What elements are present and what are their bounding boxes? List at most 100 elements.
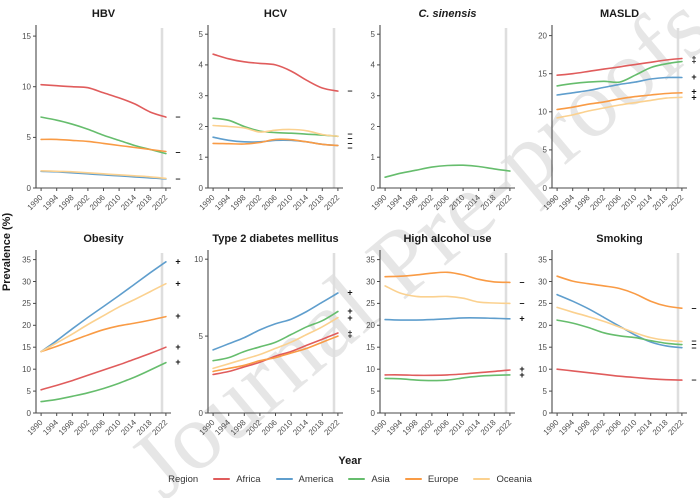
panel-title: Smoking [596,233,643,245]
legend-entry-label: Asia [371,473,390,485]
end-marker: – [175,147,180,157]
svg-text:1990: 1990 [198,418,217,437]
series-Oceania [40,282,167,353]
series-Europe [40,138,167,153]
svg-text:5: 5 [543,387,548,396]
x-axis-label: Year [338,455,362,467]
svg-text:2010: 2010 [620,193,639,212]
series-Oceania [556,306,683,343]
series-America [40,170,167,180]
end-marker: – [175,173,180,183]
svg-text:1990: 1990 [26,418,45,437]
svg-text:2022: 2022 [150,418,169,437]
svg-text:2014: 2014 [291,418,310,437]
svg-text:25: 25 [366,299,375,308]
oceania-line-swatch [473,477,491,481]
top-row: HBV 0 5 10 15 1990 1994 1998 2002 2006 2010 2014 20… [12,6,700,229]
panel-title: Type 2 diabetes mellitus [212,233,339,245]
legend-entry-africa: Africa [213,473,261,485]
svg-text:2018: 2018 [135,193,154,212]
series-Asia [384,374,511,382]
svg-text:2018: 2018 [651,193,670,212]
svg-text:0: 0 [199,409,204,418]
svg-text:2006: 2006 [88,193,107,212]
end-marker: ‡ [347,329,352,339]
end-marker: ‡ [691,55,696,65]
end-marker: – [347,86,352,96]
svg-text:1994: 1994 [557,418,576,437]
svg-text:10: 10 [194,255,203,264]
line-chart-c-sinensis: 0 1 2 3 4 5 1990199419982002200620102014201820… [370,25,515,212]
series-Oceania [212,316,339,370]
svg-text:2014: 2014 [635,418,654,437]
svg-text:0: 0 [199,184,204,193]
line-chart-high-alcohol: 0510152025303519901994199820022006201020… [366,250,525,437]
series-Europe [556,92,683,111]
series-America [556,76,683,96]
end-marker: – [519,277,524,287]
series-Africa [556,368,683,381]
svg-text:1994: 1994 [385,193,404,212]
svg-text:2006: 2006 [260,193,279,212]
end-marker: – [347,128,352,138]
legend-entry-label: Africa [236,473,261,485]
panel-masld: MASLD 0 5 10 15 20 1990 1994 1998 2002 2006 2010 20… [528,6,700,229]
svg-text:2006: 2006 [604,418,623,437]
legend-entry-oceania: Oceania [473,474,532,485]
end-marker: + [175,311,180,321]
svg-text:2006: 2006 [432,418,451,437]
series-America [40,261,167,353]
panel-title: MASLD [599,8,640,20]
panel-title: C. sinensis [418,8,477,20]
svg-text:20: 20 [538,321,547,330]
end-marker: – [691,336,696,346]
svg-text:2010: 2010 [448,193,467,212]
svg-text:35: 35 [538,255,547,264]
series-Oceania [212,124,339,138]
svg-text:2: 2 [199,122,204,131]
svg-text:1990: 1990 [370,193,389,212]
svg-text:2018: 2018 [479,193,498,212]
legend-entry-america: America [275,474,333,485]
svg-text:5: 5 [199,332,204,341]
svg-text:20: 20 [538,31,547,40]
line-chart-hbv: 0 5 10 15 1990199419982002200620102014201820… [22,25,181,212]
svg-text:5: 5 [27,387,32,396]
svg-text:2014: 2014 [291,193,310,212]
end-marker: + [519,313,524,323]
line-chart-smoking: 0510152025303519901994199820022006201020… [538,250,697,437]
svg-text:2002: 2002 [72,418,91,437]
svg-text:4: 4 [199,61,204,70]
africa-line-swatch [213,477,231,481]
svg-text:2: 2 [371,122,376,131]
svg-text:2002: 2002 [72,193,91,212]
svg-text:2002: 2002 [588,193,607,212]
end-marker: – [347,142,352,152]
series-Europe [212,335,339,373]
svg-text:1990: 1990 [198,193,217,212]
series-Europe [40,315,167,353]
svg-text:2014: 2014 [119,418,138,437]
series-Asia [556,319,683,346]
svg-text:30: 30 [366,277,375,286]
series-Asia [212,117,339,138]
svg-text:0: 0 [543,409,548,418]
svg-text:0: 0 [371,184,376,193]
end-marker: – [347,133,352,143]
end-marker: + [347,288,352,298]
end-marker: + [175,278,180,288]
svg-text:15: 15 [22,32,31,41]
svg-text:1: 1 [371,153,376,162]
svg-text:0: 0 [27,184,32,193]
end-marker: + [691,72,696,82]
svg-text:2010: 2010 [620,418,639,437]
svg-text:1990: 1990 [542,193,561,212]
svg-text:1998: 1998 [57,418,76,437]
svg-text:1998: 1998 [57,193,76,212]
svg-text:20: 20 [366,321,375,330]
svg-text:5: 5 [543,146,548,155]
series-Africa [40,346,167,391]
series-Asia [40,361,167,403]
svg-text:0: 0 [371,409,376,418]
panel-t2dm: Type 2 diabetes mellitus 0 5 10 1990 1994 199… [184,229,356,454]
